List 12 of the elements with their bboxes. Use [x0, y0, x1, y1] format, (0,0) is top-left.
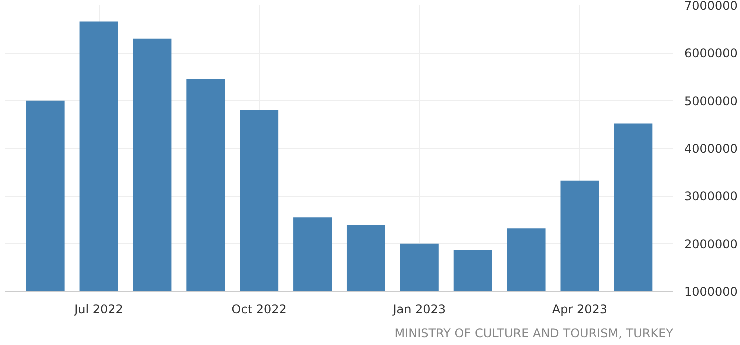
y-tick-label: 1000000: [684, 285, 738, 299]
text: MINISTRY OF CULTURE AND TOURISM, TURKEY: [394, 326, 674, 340]
y-tick-label: 2000000: [684, 237, 738, 252]
x-tick-label: Jan 2023: [392, 302, 446, 316]
y-tick-label: 3000000: [684, 190, 738, 204]
y-tick-label: 4000000: [684, 142, 738, 156]
x-tick-label: Apr 2023: [552, 302, 608, 316]
y-tick-label: 6000000: [684, 46, 738, 61]
x-tick-label: Oct 2022: [232, 302, 287, 316]
y-tick-label: 5000000: [684, 94, 738, 108]
y-tick-label: 7000000: [684, 0, 738, 13]
x-tick-label: Jul 2022: [74, 302, 124, 316]
